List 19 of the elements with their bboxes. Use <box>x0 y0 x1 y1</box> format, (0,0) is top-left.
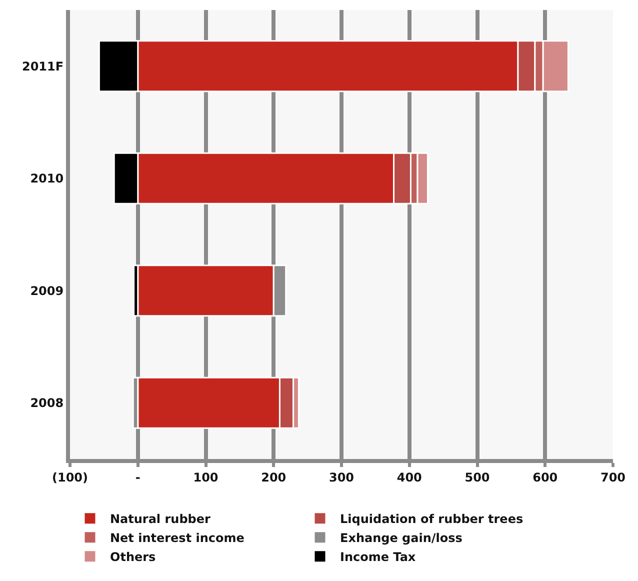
x-tick-label: 400 <box>396 470 422 484</box>
legend-label: Net interest income <box>110 531 244 546</box>
x-tick-label: 500 <box>464 470 490 484</box>
legend-label: Income Tax <box>340 550 416 564</box>
y-tick-label: 2008 <box>30 396 64 410</box>
y-tick-label: 2010 <box>30 172 64 186</box>
x-tick-label: - <box>135 470 140 484</box>
x-tick-label: 600 <box>532 470 558 484</box>
y-tick-label: 2011F <box>22 59 64 74</box>
x-tick-label: (100) <box>52 470 88 484</box>
legend-label: Natural rubber <box>110 512 211 526</box>
legend-label: Liquidation of rubber trees <box>340 512 524 526</box>
x-tick-label: 200 <box>261 470 286 484</box>
legend-label: Others <box>110 550 156 564</box>
legend-label: Exhange gain/loss <box>340 531 462 546</box>
x-tick-label: 100 <box>193 470 218 484</box>
x-tick-label: 700 <box>600 470 626 484</box>
x-tick-label: 300 <box>328 470 354 484</box>
y-tick-label: 2009 <box>30 284 64 298</box>
